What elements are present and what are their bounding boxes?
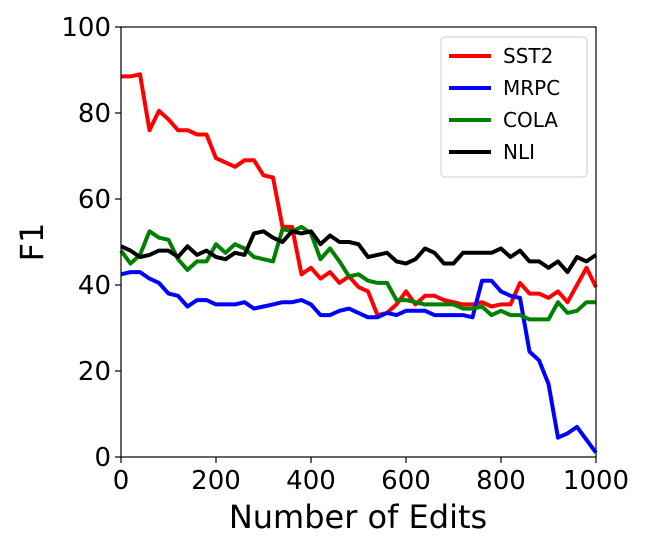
legend-label-sst2: SST2 bbox=[503, 44, 553, 68]
y-tick-label: 100 bbox=[61, 13, 111, 43]
x-tick-label: 800 bbox=[476, 466, 526, 496]
x-tick-label: 600 bbox=[381, 466, 431, 496]
y-tick-label: 60 bbox=[78, 185, 111, 215]
y-axis-ticks: 0 20 40 60 80 100 bbox=[61, 13, 121, 473]
y-tick-label: 20 bbox=[78, 357, 111, 387]
legend: SST2 MRPC COLA NLI bbox=[440, 36, 588, 178]
x-axis-label: Number of Edits bbox=[229, 498, 487, 536]
legend-box bbox=[440, 36, 588, 178]
x-tick-label: 400 bbox=[286, 466, 336, 496]
legend-label-cola: COLA bbox=[503, 108, 558, 132]
y-tick-label: 40 bbox=[78, 271, 111, 301]
x-tick-label: 200 bbox=[191, 466, 241, 496]
legend-label-mrpc: MRPC bbox=[503, 76, 560, 100]
series-line-mrpc bbox=[120, 270, 598, 454]
series-line-nli bbox=[120, 229, 598, 275]
y-tick-label: 0 bbox=[94, 443, 111, 473]
series-line-sst2 bbox=[121, 72, 598, 318]
y-tick-label: 80 bbox=[78, 99, 111, 129]
series-lines bbox=[119, 72, 598, 454]
x-tick-label: 1000 bbox=[563, 466, 629, 496]
x-tick-label: 0 bbox=[113, 466, 130, 496]
legend-label-nli: NLI bbox=[503, 140, 535, 164]
plot-frame bbox=[120, 26, 597, 458]
series-line-cola bbox=[119, 224, 596, 322]
x-axis-ticks: 0 200 400 600 800 1000 bbox=[113, 457, 629, 496]
y-axis-label: F1 bbox=[13, 223, 51, 262]
